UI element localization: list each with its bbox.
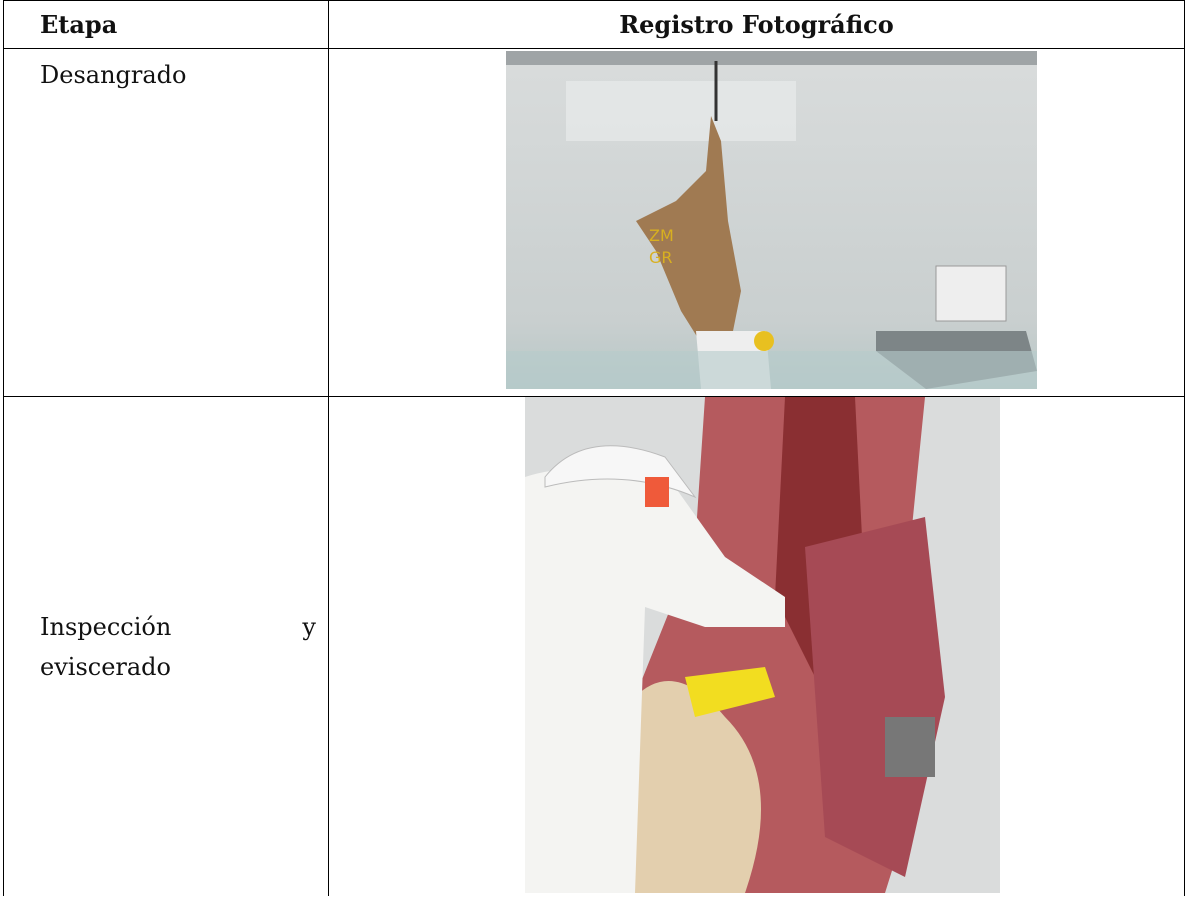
stage-cell: Inspección y eviscerado xyxy=(3,396,329,896)
photo-cell: ZM GR xyxy=(328,48,1185,397)
stage-table: Etapa Registro Fotográfico Desangrado ZM xyxy=(3,0,1185,896)
svg-text:ZM: ZM xyxy=(649,226,674,245)
photo: ZM GR xyxy=(506,51,1037,389)
header-cell: Registro Fotográfico xyxy=(328,0,1185,49)
table-row: Inspección y eviscerado xyxy=(3,396,1185,896)
svg-text:GR: GR xyxy=(649,248,673,267)
photo-cell xyxy=(328,396,1185,896)
table-row: Desangrado ZM GR xyxy=(3,48,1185,397)
stage-cell: Desangrado xyxy=(3,48,329,397)
photo xyxy=(525,397,1000,893)
header-cell: Etapa xyxy=(3,0,329,49)
header-row: Etapa Registro Fotográfico xyxy=(3,0,1185,49)
